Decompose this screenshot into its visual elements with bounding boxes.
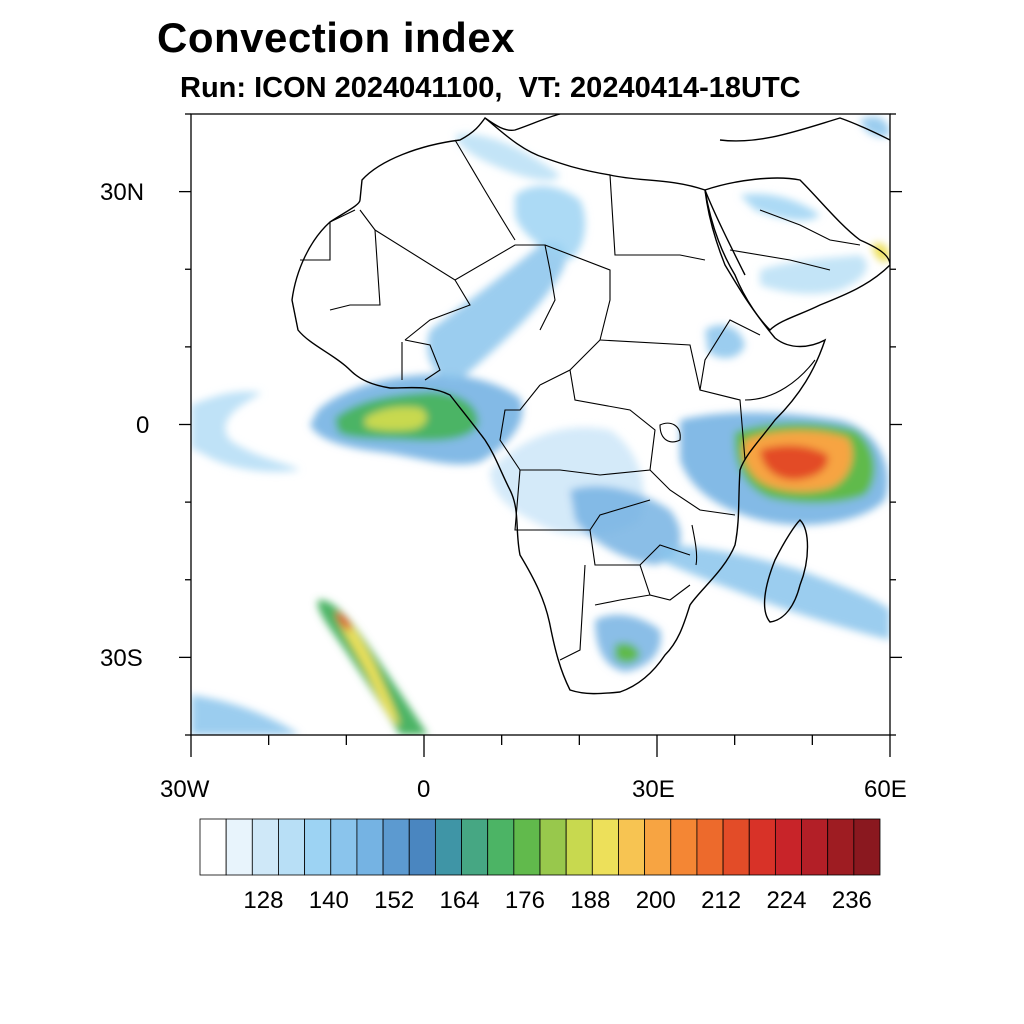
colorbar-label: 164 <box>439 887 480 914</box>
field-atlantic-plume <box>191 391 300 472</box>
lat-label-30n: 30N <box>100 179 145 206</box>
colorbar-swatch <box>722 818 750 876</box>
field-nw-africa <box>455 134 560 181</box>
colorbar-swatch <box>356 818 384 876</box>
chart-title: Convection index <box>157 14 516 61</box>
colorbar-swatch <box>487 818 515 876</box>
red-sea <box>704 189 746 276</box>
colorbar-swatch <box>670 818 698 876</box>
colorbar-swatch <box>748 818 776 876</box>
field-swio-band <box>660 545 890 640</box>
colorbar-label: 200 <box>635 887 676 914</box>
axis-ticks <box>179 113 902 757</box>
lon-label-60e: 60E <box>864 776 907 803</box>
field-southern-africa <box>595 614 661 672</box>
field-sahara-streak <box>515 185 586 260</box>
colorbar-swatch <box>827 818 855 876</box>
colorbar-swatch <box>591 818 619 876</box>
map-plot-area <box>191 114 890 735</box>
colorbar-swatch <box>251 818 279 876</box>
colorbar-swatch <box>278 818 306 876</box>
colorbar <box>199 818 881 876</box>
field-sw-streak <box>191 695 300 735</box>
convection-shading <box>191 116 890 735</box>
field-guinea-peak <box>365 406 427 431</box>
colorbar-swatch <box>644 818 672 876</box>
field-ethiopia <box>705 325 745 359</box>
lat-label-0: 0 <box>136 412 150 439</box>
field-satl-yellow <box>335 612 400 725</box>
colorbar-swatch <box>382 818 410 876</box>
madagascar-coastline <box>763 519 809 623</box>
colorbar-swatch <box>225 818 253 876</box>
mideast-north <box>719 117 890 142</box>
colorbar-swatch <box>801 818 829 876</box>
field-sa-core <box>615 643 640 663</box>
colorbar-label: 212 <box>701 887 742 914</box>
field-arabia-n <box>740 193 820 221</box>
field-arabia <box>760 255 868 294</box>
lakes <box>659 422 698 566</box>
colorbar-label: 176 <box>504 887 545 914</box>
colorbar-label: 140 <box>308 887 349 914</box>
lon-label-30e: 30E <box>632 776 675 803</box>
field-congo-band <box>570 486 681 565</box>
colorbar-swatch <box>565 818 593 876</box>
colorbar-swatch <box>434 818 462 876</box>
field-oman <box>872 243 890 262</box>
arabia-coastline <box>704 177 890 331</box>
coastlines <box>291 114 890 695</box>
colorbar-swatch <box>461 818 489 876</box>
field-satl-red <box>335 612 352 631</box>
colorbar-swatch <box>304 818 332 876</box>
colorbar-label: 152 <box>374 887 415 914</box>
country-borders <box>300 139 861 661</box>
lon-label-30w: 30W <box>160 776 210 803</box>
field-ea-red <box>760 445 829 480</box>
field-ne-edge <box>860 116 890 137</box>
colorbar-swatch <box>853 818 881 876</box>
lon-label-0: 0 <box>417 776 431 803</box>
colorbar-swatch <box>696 818 724 876</box>
lat-label-30s: 30S <box>100 645 143 672</box>
colorbar-label: 128 <box>243 887 284 914</box>
colorbar-swatch <box>539 818 567 876</box>
europe-coastline <box>484 114 561 132</box>
africa-coastline <box>291 116 827 695</box>
field-sahel-band <box>427 241 567 381</box>
colorbar-swatch <box>408 818 436 876</box>
colorbar-label: 236 <box>831 887 872 914</box>
colorbar-swatch <box>330 818 358 876</box>
colorbar-swatch <box>618 818 646 876</box>
colorbar-label: 188 <box>570 887 611 914</box>
chart-subtitle: Run: ICON 2024041100, VT: 20240414-18UTC <box>180 72 801 104</box>
colorbar-swatch <box>513 818 541 876</box>
colorbar-label: 224 <box>766 887 807 914</box>
colorbar-swatch <box>774 818 802 876</box>
colorbar-swatch <box>199 818 227 876</box>
